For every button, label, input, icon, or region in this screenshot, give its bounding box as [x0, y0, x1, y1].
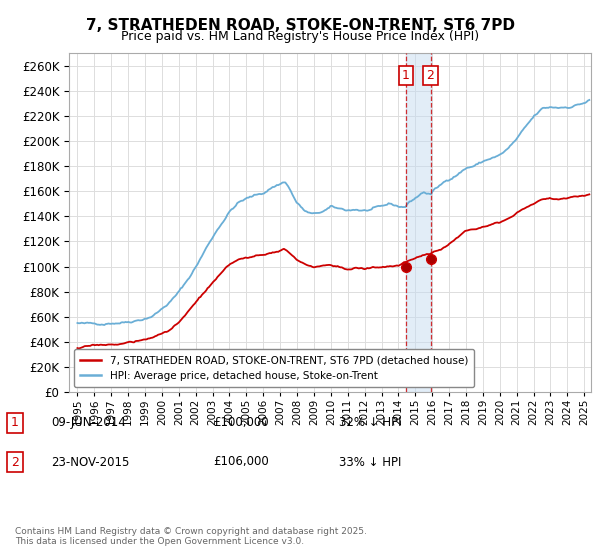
Text: 32% ↓ HPI: 32% ↓ HPI	[339, 416, 401, 430]
Text: 23-NOV-2015: 23-NOV-2015	[51, 455, 130, 469]
Text: £100,000: £100,000	[213, 416, 269, 430]
Text: Price paid vs. HM Land Registry's House Price Index (HPI): Price paid vs. HM Land Registry's House …	[121, 30, 479, 43]
Text: 09-JUN-2014: 09-JUN-2014	[51, 416, 126, 430]
Text: £106,000: £106,000	[213, 455, 269, 469]
Text: 1: 1	[11, 416, 19, 430]
Text: Contains HM Land Registry data © Crown copyright and database right 2025.
This d: Contains HM Land Registry data © Crown c…	[15, 526, 367, 546]
Bar	[406, 53, 431, 392]
Text: 33% ↓ HPI: 33% ↓ HPI	[339, 455, 401, 469]
Text: 7, STRATHEDEN ROAD, STOKE-ON-TRENT, ST6 7PD: 7, STRATHEDEN ROAD, STOKE-ON-TRENT, ST6 …	[86, 18, 515, 33]
Text: 2: 2	[427, 69, 434, 82]
Text: 1: 1	[402, 69, 410, 82]
Text: 2: 2	[11, 455, 19, 469]
Legend: 7, STRATHEDEN ROAD, STOKE-ON-TRENT, ST6 7PD (detached house), HPI: Average price: 7, STRATHEDEN ROAD, STOKE-ON-TRENT, ST6 …	[74, 349, 474, 387]
